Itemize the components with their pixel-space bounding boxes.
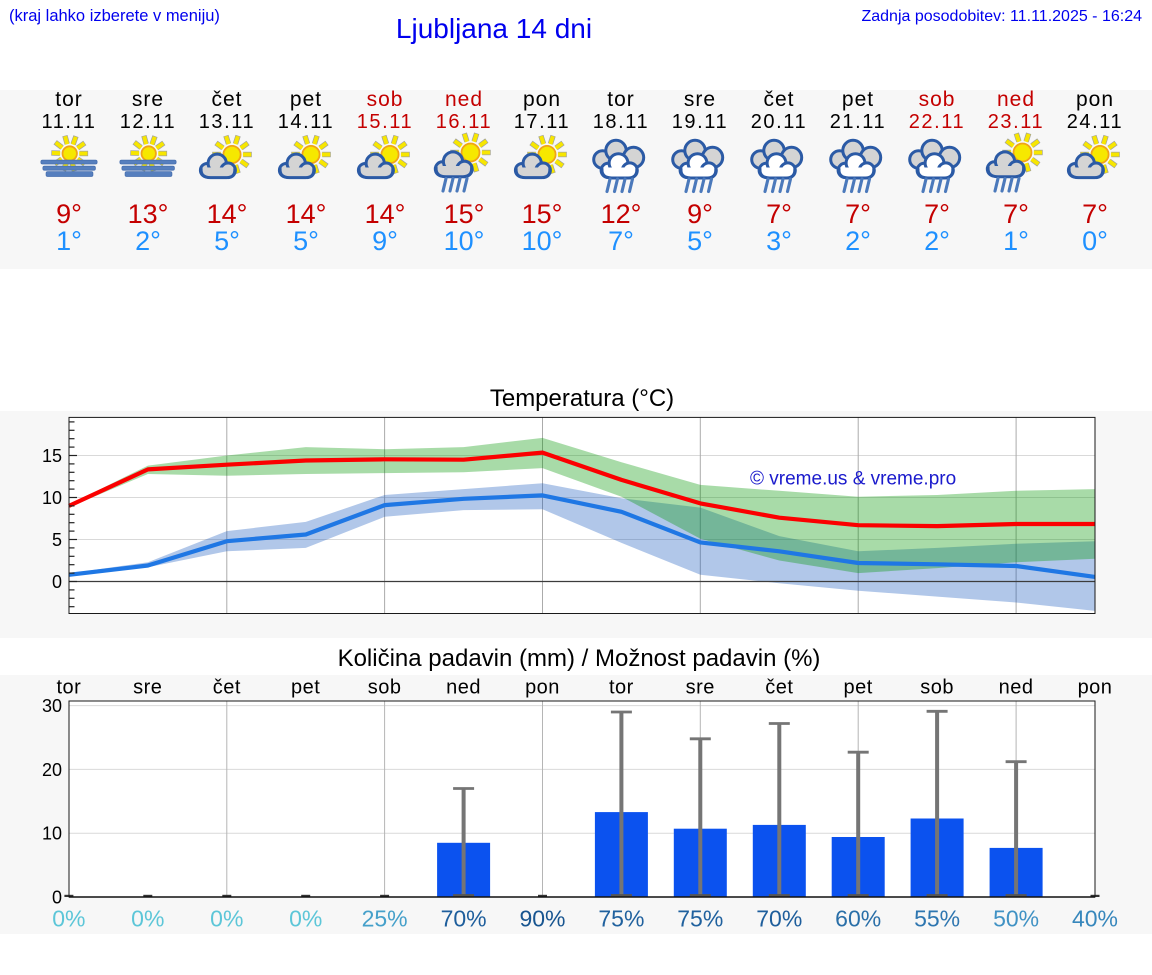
svg-text:sre: sre: [686, 677, 715, 699]
svg-text:Temperatura (°C): Temperatura (°C): [490, 385, 674, 412]
svg-text:pon: pon: [525, 677, 560, 699]
svg-text:0%: 0%: [289, 906, 322, 932]
svg-text:60%: 60%: [835, 906, 881, 932]
svg-text:75%: 75%: [677, 906, 723, 932]
svg-text:0: 0: [52, 572, 62, 592]
svg-text:čet: čet: [765, 677, 793, 699]
svg-text:ned: ned: [446, 677, 481, 699]
svg-text:0: 0: [52, 888, 62, 908]
svg-text:sob: sob: [368, 677, 402, 699]
svg-text:90%: 90%: [519, 906, 565, 932]
svg-text:0%: 0%: [52, 906, 85, 932]
svg-text:75%: 75%: [598, 906, 644, 932]
svg-text:pon: pon: [1078, 677, 1113, 699]
svg-text:sob: sob: [920, 677, 954, 699]
svg-text:0%: 0%: [210, 906, 243, 932]
svg-text:© vreme.us & vreme.pro: © vreme.us & vreme.pro: [750, 469, 956, 490]
svg-text:tor: tor: [609, 677, 634, 699]
svg-text:25%: 25%: [362, 906, 408, 932]
svg-text:5: 5: [52, 530, 62, 550]
svg-text:70%: 70%: [441, 906, 487, 932]
svg-text:40%: 40%: [1072, 906, 1118, 932]
svg-text:20: 20: [42, 760, 62, 780]
svg-text:0%: 0%: [131, 906, 164, 932]
svg-text:Količina padavin (mm) / Možnos: Količina padavin (mm) / Možnost padavin …: [338, 645, 821, 672]
svg-text:10: 10: [42, 824, 62, 844]
svg-text:pet: pet: [291, 677, 320, 699]
svg-text:tor: tor: [56, 677, 81, 699]
svg-text:pet: pet: [844, 677, 873, 699]
svg-text:70%: 70%: [756, 906, 802, 932]
svg-text:sre: sre: [133, 677, 162, 699]
svg-text:50%: 50%: [993, 906, 1039, 932]
svg-text:55%: 55%: [914, 906, 960, 932]
svg-text:ned: ned: [999, 677, 1034, 699]
svg-text:čet: čet: [213, 677, 241, 699]
svg-text:10: 10: [42, 488, 62, 508]
svg-text:30: 30: [42, 696, 62, 716]
svg-text:15: 15: [42, 446, 62, 466]
